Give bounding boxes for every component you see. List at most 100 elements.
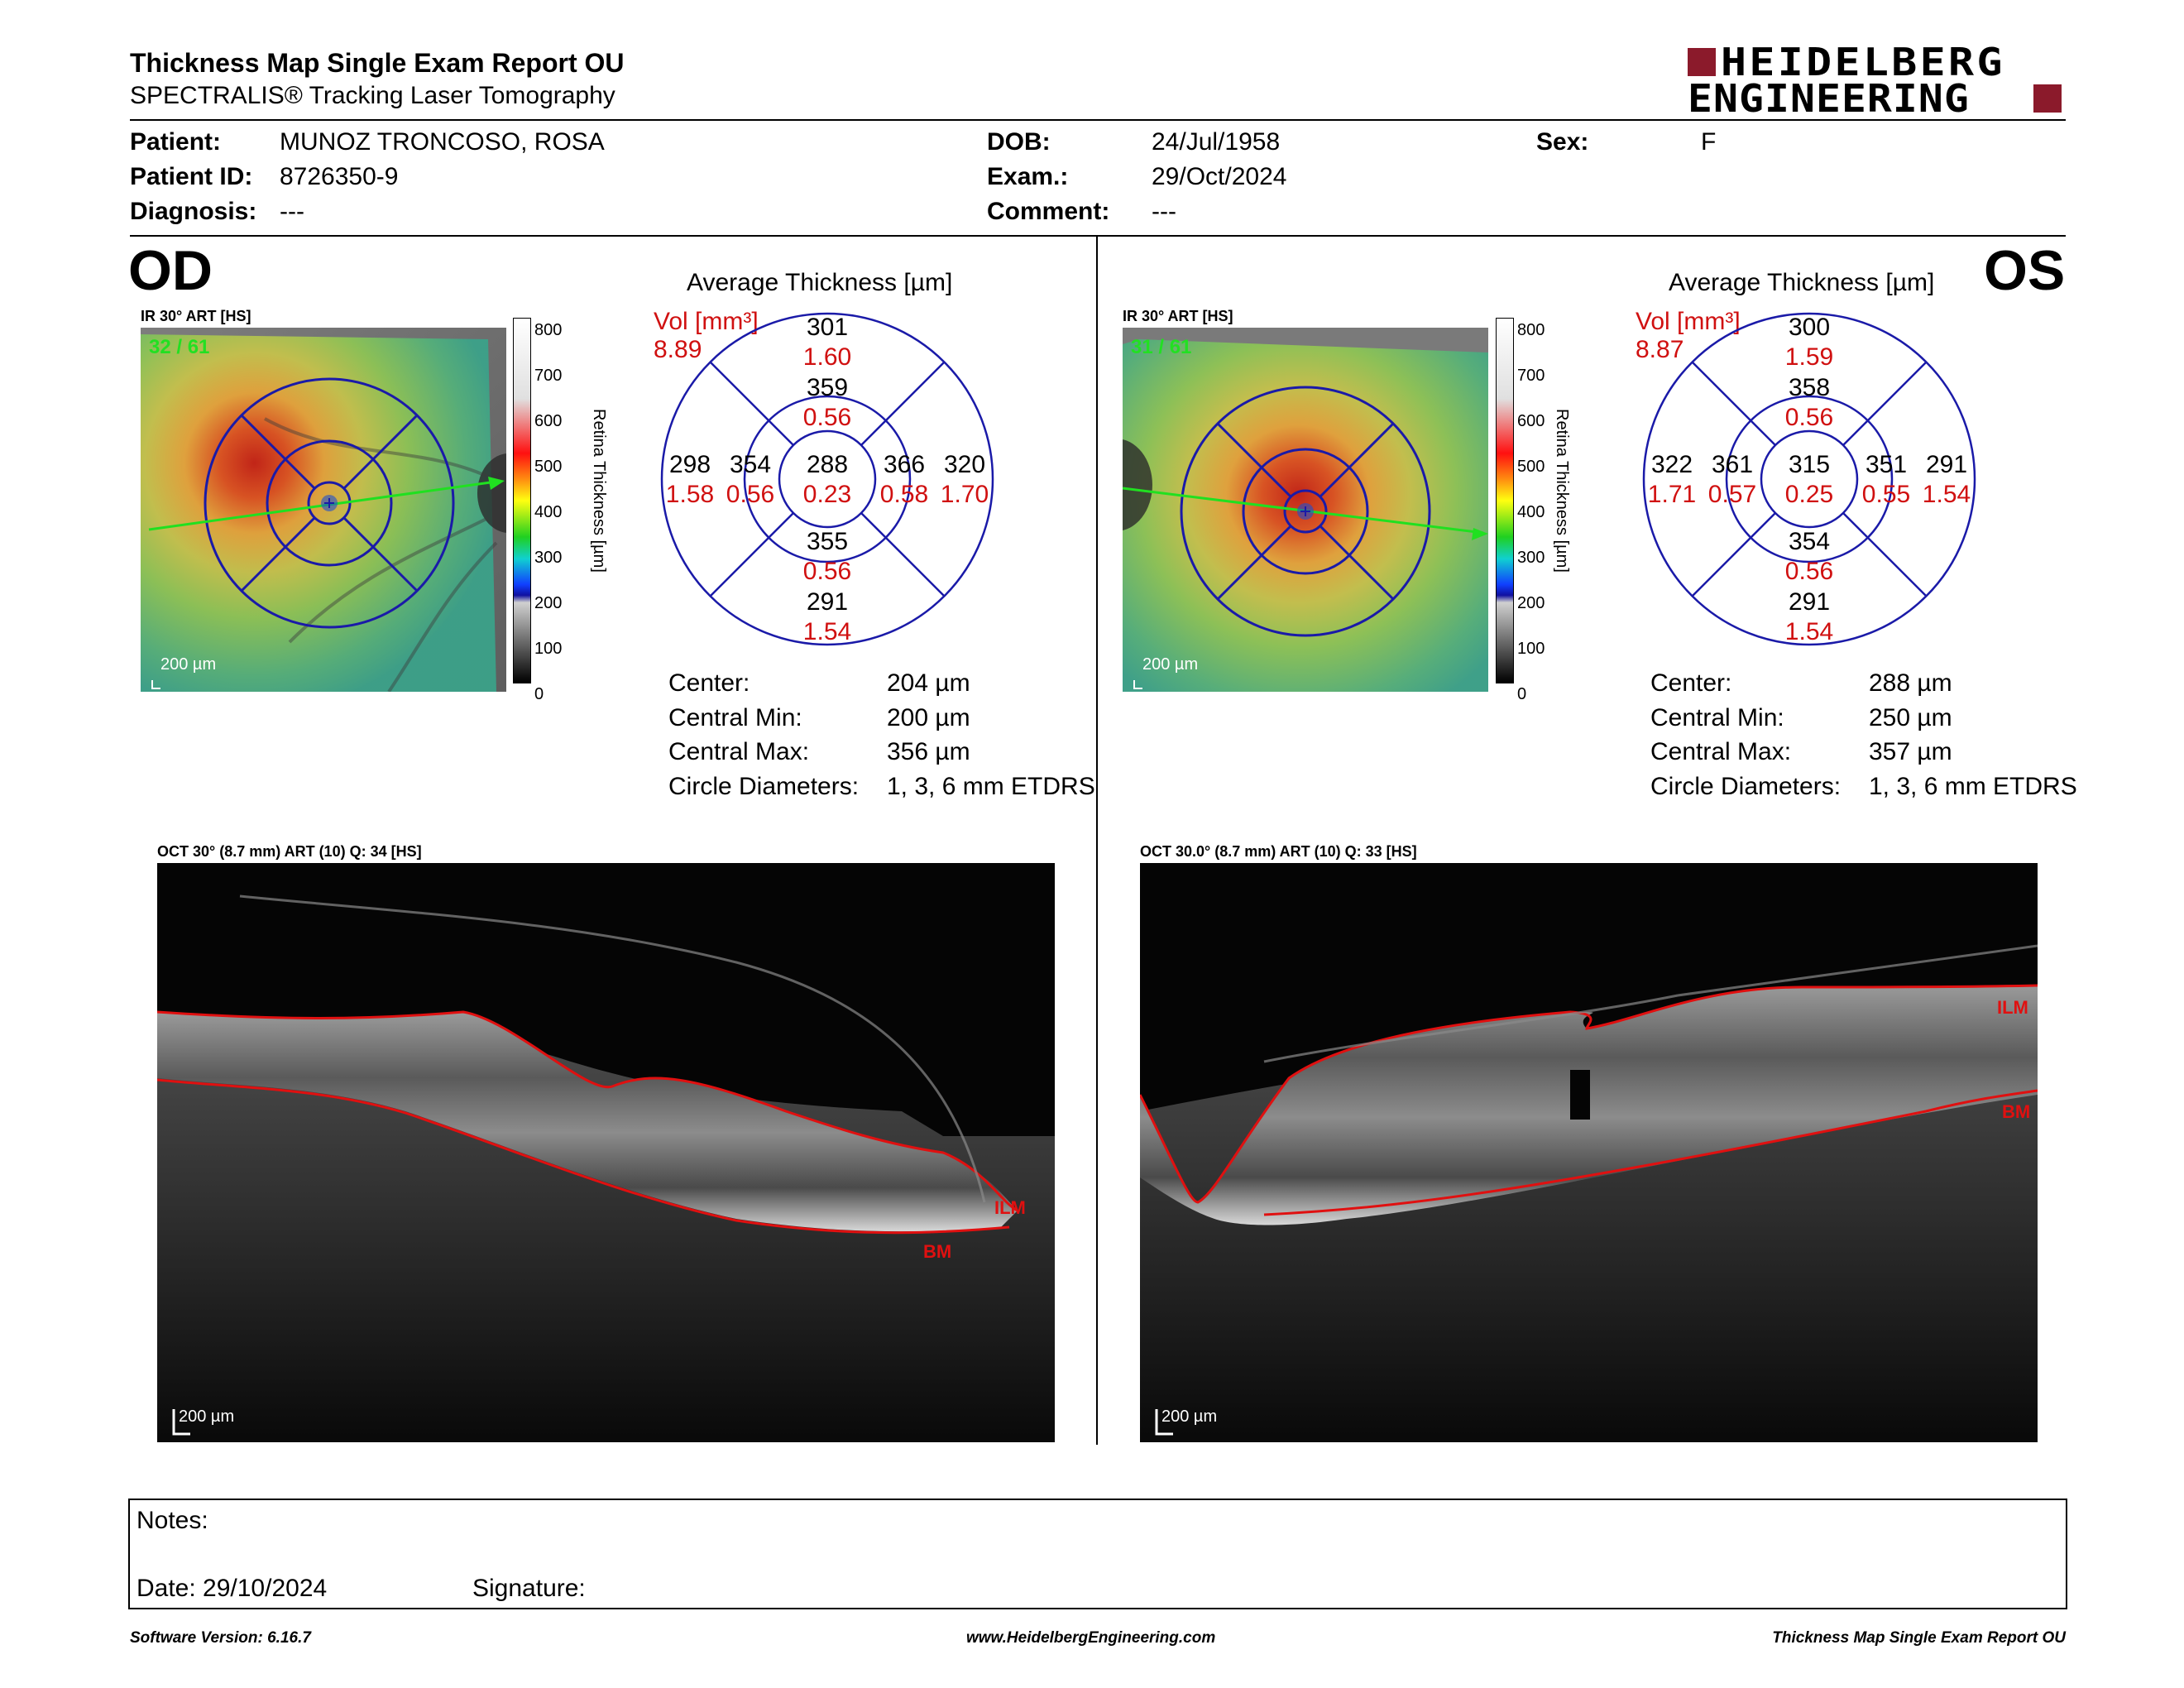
os-tick-400: 400 <box>1517 503 1545 521</box>
os-central-max-label: Central Max: <box>1650 738 1792 765</box>
od-inner-right-volume: 0.58 <box>880 481 928 508</box>
od-center-value: 204 µm <box>887 669 970 697</box>
os-inner-sup-thickness: 358 <box>1789 374 1830 401</box>
od-tick-600: 600 <box>534 412 563 430</box>
patient-id: 8726350-9 <box>280 163 399 190</box>
os-central-min-value: 250 µm <box>1869 704 1952 731</box>
os-inner-left-thickness: 361 <box>1712 451 1753 478</box>
os-bm-label: BM <box>2002 1101 2031 1122</box>
od-outer-inf-thickness: 291 <box>807 588 848 616</box>
footer-website: www.HeidelbergEngineering.com <box>966 1629 1216 1647</box>
od-inner-inf-volume: 0.56 <box>803 558 851 585</box>
diagnosis-label: Diagnosis: <box>130 198 257 225</box>
notes-box: Notes: Date: 29/10/2024 Signature: <box>128 1499 2067 1609</box>
od-oct-label: OCT 30° (8.7 mm) ART (10) Q: 34 [HS] <box>157 843 422 860</box>
os-etdrs-grid: 300 1.59 358 0.56 315 0.25 354 0.56 291 … <box>1642 312 1976 646</box>
exam-value: 29/Oct/2024 <box>1152 163 1287 190</box>
od-outer-left-volume: 1.58 <box>666 481 714 508</box>
od-central-min-value: 200 µm <box>887 704 970 731</box>
od-outer-right-thickness: 320 <box>944 451 985 478</box>
os-outer-inf-thickness: 291 <box>1789 588 1830 616</box>
patient-name: MUNOZ TRONCOSO, ROSA <box>280 128 605 156</box>
os-tick-700: 700 <box>1517 367 1545 385</box>
os-inner-inf-thickness: 354 <box>1789 528 1830 555</box>
od-tick-400: 400 <box>534 503 563 521</box>
diagnosis-value: --- <box>280 198 304 225</box>
patient-id-label: Patient ID: <box>130 163 253 190</box>
od-oct-bscan: ILM BM 200 µm <box>157 863 1055 1442</box>
od-inner-left-thickness: 354 <box>730 451 771 478</box>
os-tick-500: 500 <box>1517 458 1545 476</box>
os-inner-right-volume: 0.55 <box>1862 481 1910 508</box>
os-outer-sup-volume: 1.59 <box>1785 343 1833 371</box>
os-eye-label: OS <box>1984 239 2066 302</box>
os-inner-sup-volume: 0.56 <box>1785 404 1833 431</box>
os-circle-diameters-label: Circle Diameters: <box>1650 773 1842 800</box>
notes-signature-label: Signature: <box>472 1575 586 1602</box>
os-inner-inf-volume: 0.56 <box>1785 558 1833 585</box>
os-inner-right-thickness: 351 <box>1866 451 1907 478</box>
footer-report-name: Thickness Map Single Exam Report OU <box>1772 1629 2066 1647</box>
od-tick-300: 300 <box>534 549 563 567</box>
od-tick-700: 700 <box>534 367 563 385</box>
os-ilm-label: ILM <box>1997 997 2028 1018</box>
od-bm-label: BM <box>923 1241 952 1262</box>
od-circle-diameters-value: 1, 3, 6 mm ETDRS <box>887 773 1095 800</box>
os-tick-100: 100 <box>1517 640 1545 658</box>
od-central-max-label: Central Max: <box>668 738 810 765</box>
exam-label: Exam.: <box>987 163 1069 190</box>
os-oct-scale: 200 µm <box>1161 1407 1218 1426</box>
os-colorbar-ticks: 800 700 600 500 400 300 200 100 0 <box>1517 308 1545 717</box>
od-circle-diameters-label: Circle Diameters: <box>668 773 860 800</box>
od-tick-500: 500 <box>534 458 563 476</box>
dob-value: 24/Jul/1958 <box>1152 128 1281 156</box>
os-inner-left-volume: 0.57 <box>1708 481 1756 508</box>
os-outer-left-thickness: 322 <box>1651 451 1693 478</box>
comment-label: Comment: <box>987 198 1110 225</box>
os-tick-200: 200 <box>1517 594 1545 612</box>
os-ir-label: IR 30° ART [HS] <box>1123 308 1233 324</box>
os-circle-diameters-value: 1, 3, 6 mm ETDRS <box>1869 773 2077 800</box>
os-central-min-label: Central Min: <box>1650 704 1784 731</box>
od-outer-inf-volume: 1.54 <box>803 618 851 645</box>
od-etdrs-grid: 301 1.60 359 0.56 288 0.23 355 0.56 291 … <box>660 312 994 646</box>
os-central-max-value: 357 µm <box>1869 738 1952 765</box>
od-colorbar-label: Retina Thickness [µm] <box>590 409 608 573</box>
od-ir-counter: 32 / 61 <box>149 336 210 358</box>
os-map-scale: 200 µm <box>1142 655 1199 674</box>
os-outer-inf-volume: 1.54 <box>1785 618 1833 645</box>
od-tick-100: 100 <box>534 640 563 658</box>
os-oct-label: OCT 30.0° (8.7 mm) ART (10) Q: 33 [HS] <box>1140 843 1417 860</box>
od-vol-value: 8.89 <box>654 336 702 363</box>
report-subtitle: SPECTRALIS® Tracking Laser Tomography <box>130 82 615 109</box>
os-tick-600: 600 <box>1517 412 1545 430</box>
os-avg-title: Average Thickness [µm] <box>1669 269 1935 296</box>
od-avg-title: Average Thickness [µm] <box>687 269 953 296</box>
od-inner-sup-volume: 0.56 <box>803 404 851 431</box>
os-outer-right-volume: 1.54 <box>1923 481 1971 508</box>
os-vol-label: Vol [mm³] <box>1636 308 1741 335</box>
os-tick-800: 800 <box>1517 321 1545 339</box>
os-center-volume: 0.25 <box>1785 481 1833 508</box>
od-outer-sup-volume: 1.60 <box>803 343 851 371</box>
od-tick-0: 0 <box>534 685 544 703</box>
od-center-volume: 0.23 <box>803 481 851 508</box>
heidelberg-logo: HEIDELBERG ENGINEERING <box>1688 40 2068 121</box>
patient-label: Patient: <box>130 128 222 156</box>
header-rule <box>130 119 2066 121</box>
od-inner-inf-thickness: 355 <box>807 528 848 555</box>
footer-software-version: Software Version: 6.16.7 <box>130 1629 311 1647</box>
od-colorbar-ticks: 800 700 600 500 400 300 200 100 0 <box>534 308 562 717</box>
os-center-thickness: 315 <box>1789 451 1830 478</box>
logo-text-line2: ENGINEERING <box>1688 76 1970 121</box>
od-thickness-map: 32 / 61 200 µm <box>141 328 506 692</box>
od-central-max-value: 356 µm <box>887 738 970 765</box>
od-ilm-label: ILM <box>994 1197 1026 1218</box>
os-colorbar-gradient <box>1496 318 1514 683</box>
eye-divider <box>1096 237 1098 1445</box>
os-outer-right-thickness: 291 <box>1926 451 1967 478</box>
od-outer-right-volume: 1.70 <box>941 481 989 508</box>
os-outer-sup-thickness: 300 <box>1789 314 1830 341</box>
notes-date: Date: 29/10/2024 <box>136 1575 328 1602</box>
od-outer-sup-thickness: 301 <box>807 314 848 341</box>
